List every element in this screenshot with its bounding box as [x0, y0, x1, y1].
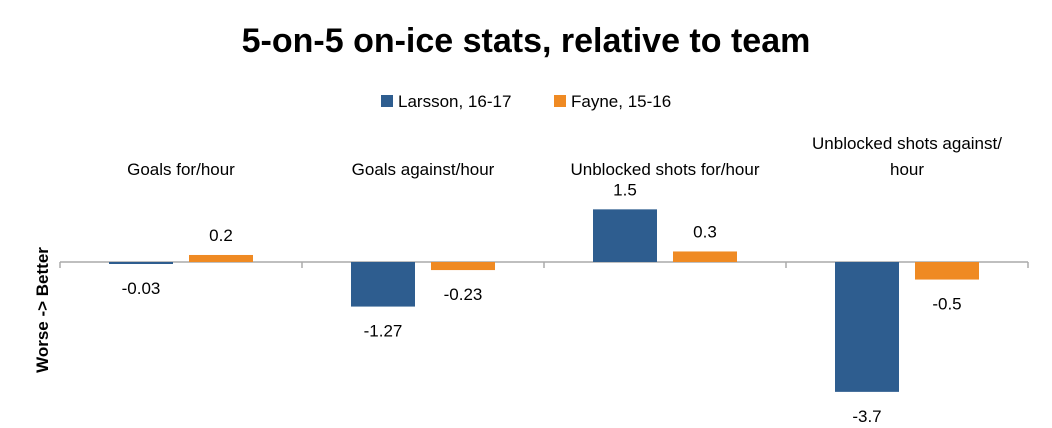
bar-larsson — [593, 209, 657, 262]
category-label: Unblocked shots against/hour — [812, 134, 1002, 179]
bar-larsson — [351, 262, 415, 307]
data-label: -3.7 — [852, 407, 881, 426]
data-label: 1.5 — [613, 180, 637, 199]
legend-label-larsson: Larsson, 16-17 — [398, 92, 511, 111]
bar-larsson — [835, 262, 899, 392]
data-label: -0.03 — [122, 279, 161, 298]
data-label: -0.5 — [932, 295, 961, 314]
legend-swatch-fayne — [554, 95, 566, 107]
bar-fayne — [915, 262, 979, 280]
data-label: 0.3 — [693, 222, 717, 241]
data-label: -1.27 — [364, 322, 403, 341]
bar-fayne — [673, 251, 737, 262]
bar-larsson — [109, 262, 173, 264]
legend-label-fayne: Fayne, 15-16 — [571, 92, 671, 111]
category-label: Unblocked shots for/hour — [571, 160, 760, 179]
bar-fayne — [189, 254, 253, 262]
category-label: Goals for/hour — [127, 160, 235, 179]
data-label: 0.2 — [209, 226, 233, 245]
legend-swatch-larsson — [381, 95, 393, 107]
plot-area: Goals for/hour -0.03 0.2 Goals against/hour… — [59, 134, 1029, 426]
legend: Larsson, 16-17 Fayne, 15-16 — [381, 92, 671, 111]
y-axis-label: Worse -> Better — [33, 247, 52, 373]
data-label: -0.23 — [444, 285, 483, 304]
bar-fayne — [431, 262, 495, 271]
category-label: Goals against/hour — [352, 160, 495, 179]
chart-title: 5-on-5 on-ice stats, relative to team — [242, 22, 811, 60]
